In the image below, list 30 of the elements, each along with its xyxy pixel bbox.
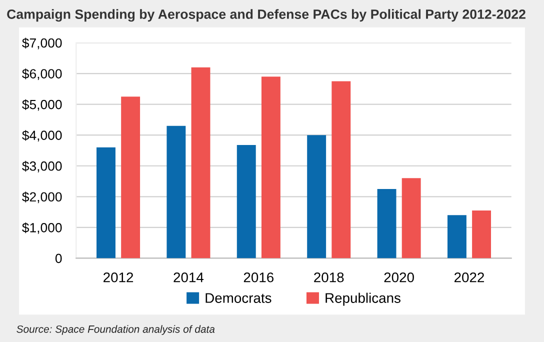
bar [472, 210, 492, 258]
bar [96, 147, 116, 258]
y-tick-label: $3,000 [22, 160, 62, 172]
bar [236, 144, 256, 258]
x-tick-label: 2020 [384, 272, 414, 282]
x-tick-label: 2012 [104, 272, 134, 282]
source-note: Source: Space Foundation analysis of data [16, 325, 215, 335]
bar [121, 96, 140, 258]
legend-label: Democrats [206, 293, 272, 303]
y-tick-label: $7,000 [22, 38, 62, 50]
bar [402, 178, 421, 258]
y-tick-label: $6,000 [22, 68, 62, 80]
bar [332, 81, 351, 258]
x-tick-label: 2022 [454, 272, 484, 282]
y-tick-label: 0 [55, 254, 62, 264]
y-tick-label: $5,000 [22, 99, 62, 111]
bar [166, 126, 186, 258]
x-tick-label: 2016 [244, 272, 274, 282]
legend-label: Republicans [326, 292, 400, 306]
bar [377, 188, 396, 258]
x-tick-label: 2018 [314, 272, 344, 282]
y-tick-label: $4,000 [22, 130, 62, 142]
chart-title: Campaign Spending by Aerospace and Defense PACs by Political Party 2012-2022 [7, 9, 526, 22]
x-tick-label: 2014 [174, 272, 204, 282]
y-tick-label: $2,000 [22, 192, 62, 204]
bar [261, 76, 280, 258]
bar [447, 215, 466, 258]
y-tick-label: $1,000 [22, 222, 62, 234]
bar [307, 135, 326, 258]
bar [191, 67, 210, 258]
